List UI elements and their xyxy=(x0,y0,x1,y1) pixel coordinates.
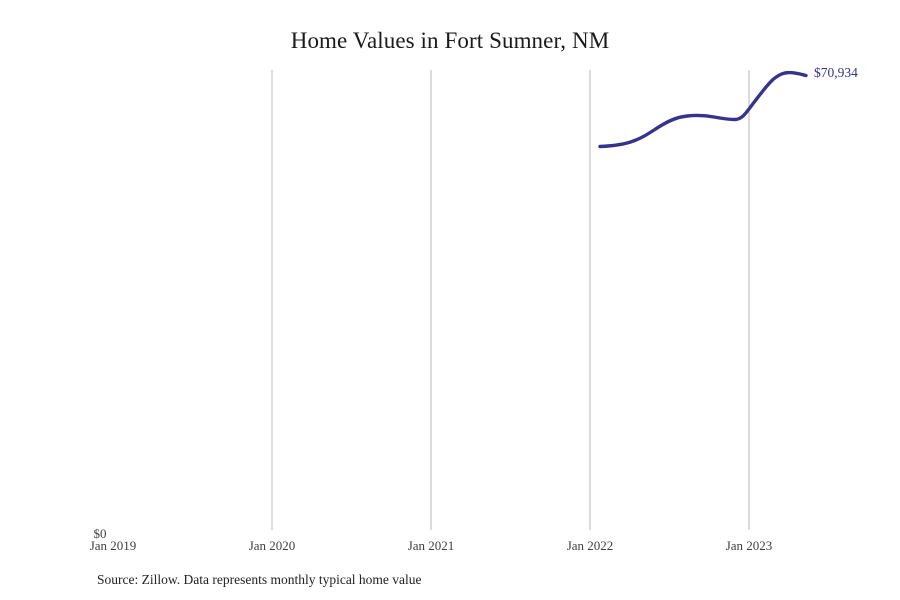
gridlines xyxy=(271,70,750,530)
chart-title: Home Values in Fort Sumner, NM xyxy=(290,28,610,53)
series-line-path xyxy=(598,70,808,149)
x-tick-label-jan-2021: Jan 2021 xyxy=(407,538,455,553)
x-tick-label-jan-2023: Jan 2023 xyxy=(725,538,773,553)
series-endpoint-value-label: $70,934 xyxy=(814,65,858,80)
x-tick-label-jan-2020: Jan 2020 xyxy=(248,538,296,553)
x-tick-label-jan-2022: Jan 2022 xyxy=(566,538,614,553)
source-note: Source: Zillow. Data represents monthly … xyxy=(97,572,422,587)
y-axis-zero-label: $0 xyxy=(93,526,107,541)
data-series-typical-home-value xyxy=(598,70,808,149)
x-tick-label-jan-2019: Jan 2019 xyxy=(89,538,137,553)
